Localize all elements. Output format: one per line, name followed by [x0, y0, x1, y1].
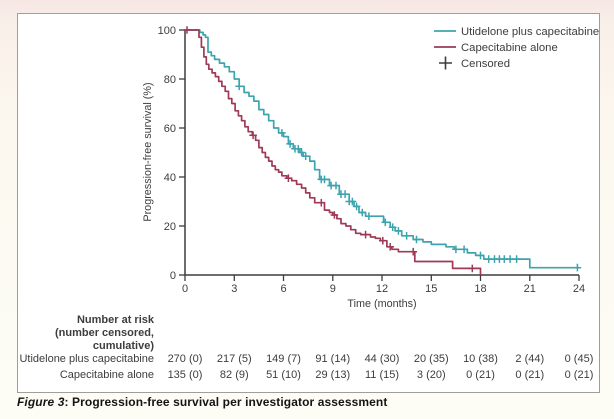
number-at-risk-table: Number at risk(number censored,cumulativ… — [19, 314, 593, 381]
censor-mark — [297, 148, 306, 157]
censor-mark — [183, 26, 191, 34]
axes-group: 0 3 6 9 12 15 18 21 24 0 20 40 60 80 100 — [158, 25, 585, 295]
at-risk-value: 51 (10) — [266, 369, 301, 381]
at-risk-value: 10 (38) — [463, 353, 498, 365]
at-risk-value: 29 (13) — [315, 369, 350, 381]
censor-mark — [358, 208, 367, 217]
censor-mark — [379, 236, 387, 245]
y-tick-label: 40 — [164, 172, 176, 184]
y-axis-title: Progression-free survival (%) — [142, 82, 154, 221]
censor-mark — [381, 218, 390, 227]
figure-caption-text: : Progression-free survival per investig… — [64, 395, 388, 409]
km-curve-utidelone — [185, 29, 579, 269]
x-tick-label: 24 — [573, 283, 585, 295]
censor-mark — [506, 255, 514, 263]
censor-mark — [402, 232, 411, 240]
figure-caption-label: Figure 3 — [17, 395, 65, 409]
y-tick-label: 100 — [158, 25, 176, 37]
x-axis-title: Time (months) — [347, 298, 416, 310]
x-tick-label: 15 — [425, 283, 437, 295]
at-risk-value: 44 (30) — [365, 353, 400, 365]
censored-plus-icon — [439, 56, 452, 70]
legend: Utidelone plus capecitabine Capecitabine… — [434, 26, 599, 70]
x-tick-label: 3 — [231, 283, 237, 295]
censor-mark — [286, 140, 294, 148]
censor-mark — [409, 247, 417, 256]
at-risk-row-label: Utidelone plus capecitabine — [19, 353, 154, 365]
censor-mark — [412, 235, 421, 244]
x-tick-label: 21 — [524, 283, 536, 295]
y-tick-label: 20 — [164, 221, 176, 233]
km-chart: 0 3 6 9 12 15 18 21 24 0 20 40 60 80 100 Number at ris… — [19, 25, 599, 381]
censor-mark — [341, 190, 349, 198]
figure-panel: 0 3 6 9 12 15 18 21 24 0 20 40 60 80 100 Number at ris… — [17, 13, 600, 393]
at-risk-value: 0 (21) — [515, 369, 544, 381]
at-risk-value: 20 (35) — [414, 353, 449, 365]
censor-mark — [330, 211, 339, 219]
at-risk-value: 217 (5) — [217, 353, 252, 365]
legend-label-censored: Censored — [461, 58, 510, 70]
censor-mark — [317, 198, 326, 207]
legend-label-capecitabine: Capecitabine alone — [461, 42, 558, 54]
at-risk-value: 0 (45) — [565, 353, 594, 365]
figure-caption: Figure 3: Progression-free survival per … — [17, 395, 599, 409]
y-tick-label: 0 — [170, 270, 176, 282]
censor-mark — [235, 82, 243, 91]
x-tick-label: 12 — [376, 283, 388, 295]
at-risk-value: 135 (0) — [168, 369, 203, 381]
censor-mark — [365, 212, 373, 220]
censor-mark — [394, 227, 403, 235]
censor-mark — [301, 152, 310, 160]
x-tick-label: 0 — [182, 283, 188, 295]
y-tick-label: 60 — [164, 123, 176, 135]
at-risk-value: 3 (20) — [417, 369, 446, 381]
x-tick-label: 9 — [330, 283, 336, 295]
censor-mark — [512, 255, 521, 263]
censor-mark — [332, 181, 340, 190]
censor-mark — [284, 174, 293, 182]
at-risk-value: 149 (7) — [266, 353, 301, 365]
axis-lines — [184, 30, 579, 276]
censor-mark — [352, 202, 361, 211]
censor-mark — [573, 263, 582, 272]
at-risk-value: 11 (15) — [365, 369, 399, 381]
censor-mark — [278, 129, 286, 137]
at-risk-value: 91 (14) — [315, 353, 350, 365]
censor-mark — [476, 251, 485, 260]
at-risk-value: 2 (44) — [515, 353, 544, 365]
at-risk-value: 0 (21) — [565, 369, 594, 381]
x-tick-label: 6 — [280, 283, 286, 295]
censor-mark — [388, 223, 397, 231]
at-risk-row-label: Capecitabine alone — [60, 369, 154, 381]
at-risk-header-line: (number censored, — [55, 327, 154, 339]
censor-mark — [294, 145, 303, 153]
at-risk-value: 0 (21) — [466, 369, 495, 381]
at-risk-header-line: Number at risk — [77, 314, 155, 326]
x-tick-label: 18 — [474, 283, 486, 295]
at-risk-value: 82 (9) — [220, 369, 249, 381]
censor-mark — [249, 131, 257, 140]
legend-label-utidelone: Utidelone plus capecitabine — [461, 26, 599, 38]
censor-mark — [460, 245, 468, 254]
at-risk-header-line: cumulative) — [93, 340, 154, 352]
censor-mark — [348, 197, 357, 206]
censor-mark — [361, 230, 370, 239]
curves-group — [183, 26, 582, 275]
censor-mark — [386, 243, 394, 251]
y-tick-label: 80 — [164, 74, 176, 86]
censor-mark — [320, 175, 329, 184]
censor-mark — [468, 264, 477, 273]
censor-mark — [452, 245, 460, 254]
at-risk-value: 270 (0) — [168, 353, 203, 365]
